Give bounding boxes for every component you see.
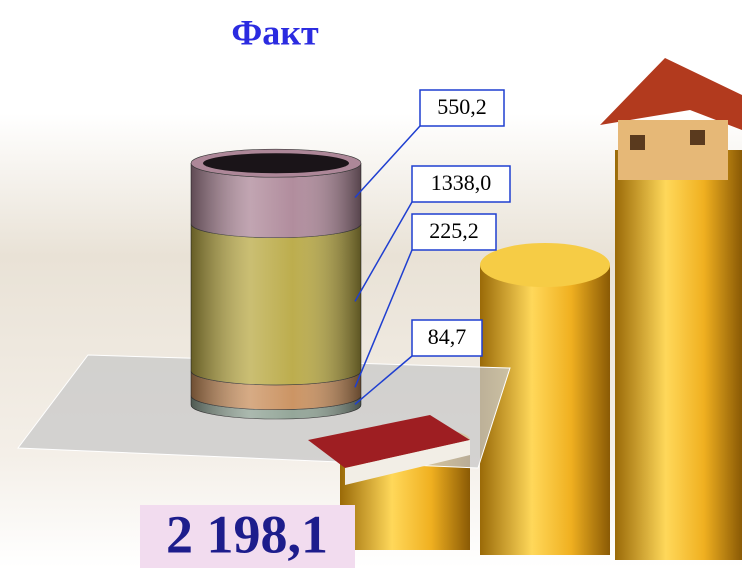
- cylinder: [190, 148, 362, 420]
- value-label: 225,2: [429, 218, 479, 243]
- segment-shade: [191, 370, 361, 410]
- label-box: [411, 213, 497, 251]
- value-label: 550,2: [437, 94, 487, 119]
- label-box: [411, 165, 511, 203]
- cylinder-top-hole: [203, 153, 349, 174]
- house: [600, 58, 742, 180]
- segment-shade: [191, 223, 361, 385]
- value-label: 1338,0: [431, 170, 492, 195]
- leader-line: [354, 201, 413, 302]
- chart-title: Факт: [231, 12, 319, 52]
- value-label: 84,7: [428, 324, 467, 349]
- total-box: [140, 505, 355, 568]
- label-box: [419, 89, 505, 127]
- leader-line: [354, 249, 413, 388]
- segment-shade: [191, 163, 361, 238]
- leader-line: [354, 355, 413, 405]
- book: [308, 415, 470, 485]
- segment-shade: [191, 395, 361, 419]
- total-label: 2 198,1: [166, 504, 328, 564]
- label-box: [411, 319, 483, 357]
- leader-line: [354, 125, 421, 198]
